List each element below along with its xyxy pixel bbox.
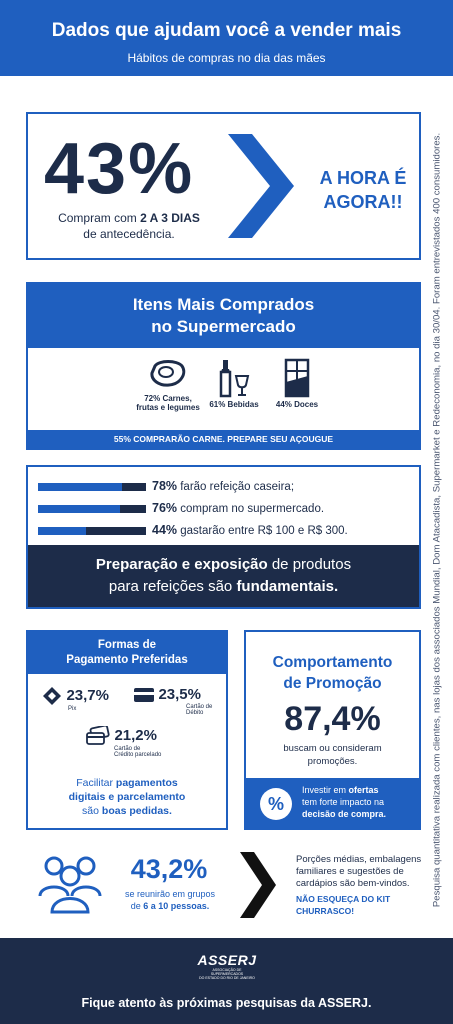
promotion-title: Comportamento de Promoção (272, 654, 393, 692)
call-to-action: A HORA É AGORA!! (319, 168, 407, 212)
meal-habits-card: 78% farão refeição caseira; 76% compram … (26, 465, 421, 609)
chevron-right-icon (240, 852, 276, 918)
advance-purchase-card: 43% Compram com 2 A 3 DIAS de antecedênc… (26, 112, 421, 260)
page-title: Dados que ajudam você a vender mais (51, 20, 402, 41)
stat-bar (38, 527, 146, 535)
portion-tips: Porções médias, embalagens familiares e … (296, 854, 436, 917)
item-sweets: 44% Doces (266, 358, 328, 409)
percent-icon: % (260, 788, 292, 820)
promotion-behavior-card: Comportamento de Promoção 87,4% buscam o… (244, 630, 421, 830)
footer-text: Fique atento às próximas pesquisas da AS… (81, 996, 372, 1010)
debit-card-icon (134, 687, 154, 702)
advance-caption: Compram com 2 A 3 DIAS de antecedência. (58, 211, 200, 241)
stat-bar (38, 505, 146, 513)
group-gathering-section: 43,2% se reunirão em grupos de 6 a 10 pe… (26, 846, 426, 926)
most-bought-title: Itens Mais Comprados no Supermercado (28, 284, 419, 348)
wine-bottle-icon (219, 360, 250, 398)
item-drinks: 61% Bebidas (204, 358, 264, 409)
meat-alert-banner: 55% COMPRARÃO CARNE. PREPARE SEU AÇOUGUE (28, 430, 419, 448)
promotion-description: buscam ou consideram promoções. (283, 743, 382, 767)
payment-title: Formas de Pagamento Preferidas (28, 632, 226, 674)
payment-pix: 23,7% Pix (42, 686, 109, 712)
offers-note: % Investir em ofertas tem forte impacto … (246, 778, 419, 828)
group-description: se reunirão em grupos de 6 a 10 pessoas. (124, 889, 216, 911)
asserj-logo: ASSERJ ASSOCIAÇÃO DE SUPERMERCADOS DO ES… (197, 952, 257, 980)
payment-credit: 21,2% Cartão de Crédito parcelado (86, 724, 161, 758)
item-meat: 72% Carnes, frutas e legumes (130, 358, 206, 412)
pix-icon (43, 687, 61, 705)
credit-cards-icon (86, 724, 110, 745)
stat-bar (38, 483, 146, 491)
big-percentage: 43% (44, 129, 195, 209)
preparation-note: Preparação e exposição de produtos para … (28, 545, 419, 607)
footer-banner: ASSERJ ASSOCIAÇÃO DE SUPERMERCADOS DO ES… (0, 938, 453, 1024)
stat-bar-fill (38, 483, 123, 491)
group-percentage: 43,2% (130, 854, 208, 884)
most-bought-items-card: Itens Mais Comprados no Supermercado 72%… (26, 282, 421, 450)
header-banner: Dados que ajudam você a vender mais Hábi… (0, 0, 453, 76)
chocolate-bar-icon (284, 358, 310, 398)
stat-bar-fill (38, 527, 86, 535)
steak-icon (150, 360, 186, 387)
promotion-percentage: 87,4% (284, 700, 381, 738)
payment-note: Facilitar pagamentos digitais e parcelam… (68, 777, 186, 817)
payment-debit: 23,5% Cartão de Débito (134, 686, 226, 716)
stat-bar-fill (38, 505, 121, 513)
payment-methods-card: Formas de Pagamento Preferidas 23,7% Pix… (26, 630, 228, 830)
chevron-right-icon (228, 134, 294, 238)
churrasco-reminder: NÃO ESQUEÇA DO KIT CHURRASCO! (296, 894, 391, 916)
people-group-icon (38, 856, 102, 914)
page-subtitle: Hábitos de compras no dia das mães (127, 51, 326, 65)
